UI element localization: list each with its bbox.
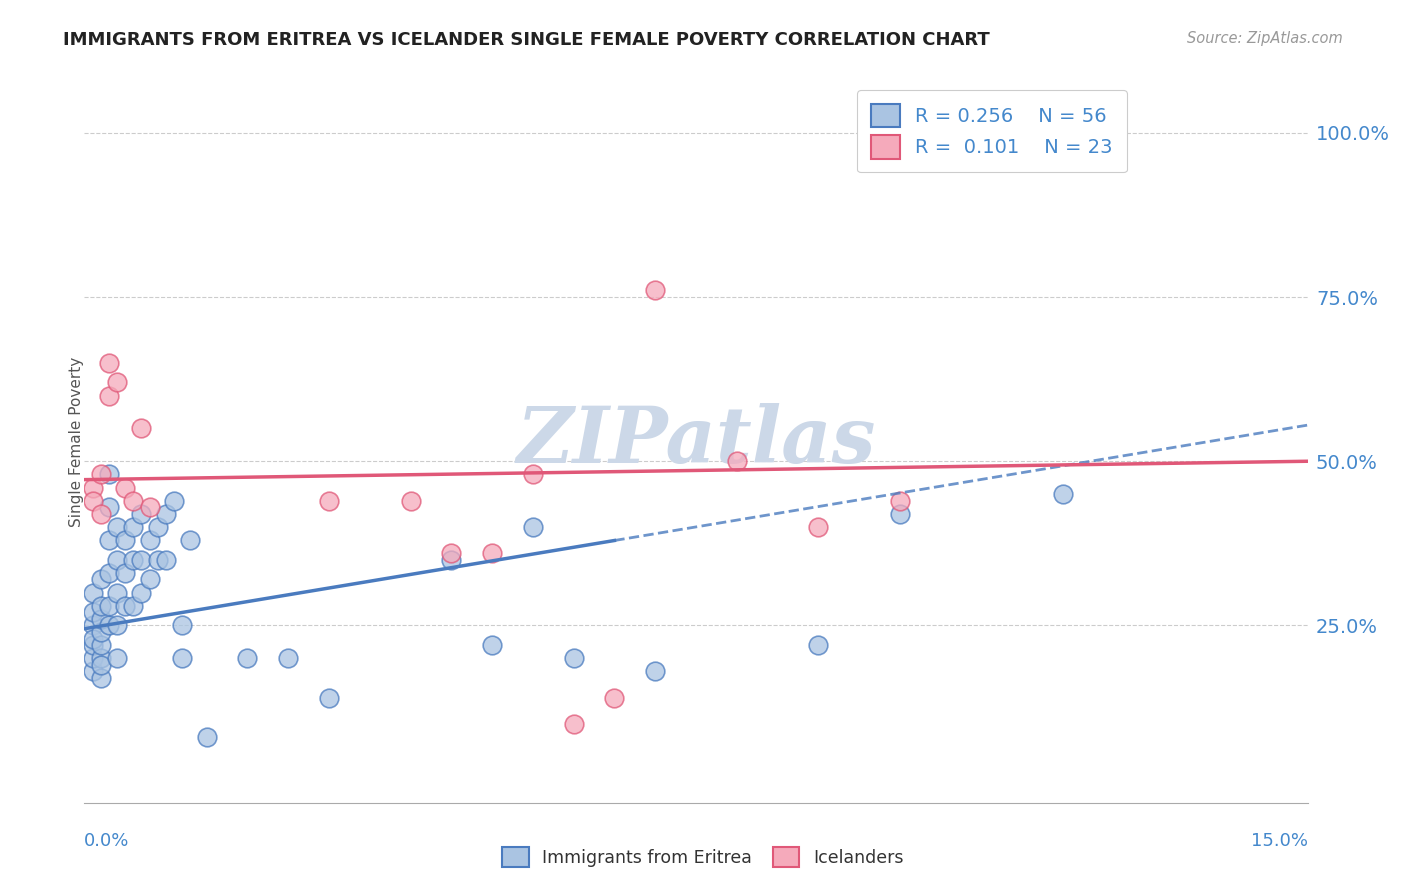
Point [807, 638, 830, 652]
Text: 0.0%: 0.0% [84, 832, 129, 850]
Point [644, 284, 666, 298]
Point [318, 493, 340, 508]
Point [562, 651, 585, 665]
Point [522, 467, 544, 482]
Text: IMMIGRANTS FROM ERITREA VS ICELANDER SINGLE FEMALE POVERTY CORRELATION CHART: IMMIGRANTS FROM ERITREA VS ICELANDER SIN… [63, 31, 990, 49]
Point [155, 553, 177, 567]
Point [90, 599, 112, 613]
Text: ZIPatlas: ZIPatlas [516, 403, 876, 480]
Point [138, 573, 160, 587]
Point [114, 533, 136, 547]
Point [105, 520, 128, 534]
Point [82, 481, 104, 495]
Point [807, 520, 830, 534]
Point [82, 632, 104, 646]
Point [172, 651, 194, 665]
Point [603, 690, 626, 705]
Point [97, 467, 120, 482]
Point [105, 618, 128, 632]
Point [114, 566, 136, 580]
Point [195, 730, 218, 744]
Point [82, 585, 104, 599]
Point [105, 553, 128, 567]
Text: Source: ZipAtlas.com: Source: ZipAtlas.com [1187, 31, 1343, 46]
Point [122, 493, 145, 508]
Point [725, 454, 748, 468]
Point [105, 376, 128, 390]
Point [90, 612, 112, 626]
Point [122, 520, 145, 534]
Point [522, 520, 544, 534]
Point [562, 717, 585, 731]
Point [97, 566, 120, 580]
Point [138, 533, 160, 547]
Y-axis label: Single Female Poverty: Single Female Poverty [69, 357, 83, 526]
Point [114, 481, 136, 495]
Point [122, 553, 145, 567]
Point [889, 507, 911, 521]
Point [122, 599, 145, 613]
Point [82, 665, 104, 679]
Point [105, 585, 128, 599]
Point [146, 520, 169, 534]
Point [105, 651, 128, 665]
Point [172, 618, 194, 632]
Point [90, 507, 112, 521]
Point [236, 651, 259, 665]
Point [90, 651, 112, 665]
Point [82, 493, 104, 508]
Point [318, 690, 340, 705]
Point [90, 671, 112, 685]
Point [131, 553, 153, 567]
Point [90, 625, 112, 640]
Point [97, 599, 120, 613]
Point [90, 573, 112, 587]
Legend: R = 0.256    N = 56, R =  0.101    N = 23: R = 0.256 N = 56, R = 0.101 N = 23 [858, 90, 1126, 172]
Point [97, 356, 120, 370]
Point [481, 546, 503, 560]
Point [277, 651, 299, 665]
Point [82, 638, 104, 652]
Point [146, 553, 169, 567]
Point [114, 599, 136, 613]
Point [481, 638, 503, 652]
Point [970, 139, 993, 153]
Point [1052, 487, 1074, 501]
Point [131, 507, 153, 521]
Legend: Immigrants from Eritrea, Icelanders: Immigrants from Eritrea, Icelanders [495, 840, 911, 874]
Point [97, 500, 120, 515]
Point [82, 605, 104, 619]
Point [97, 388, 120, 402]
Point [163, 493, 186, 508]
Point [131, 421, 153, 435]
Point [155, 507, 177, 521]
Point [440, 546, 463, 560]
Point [179, 533, 201, 547]
Point [644, 665, 666, 679]
Point [889, 493, 911, 508]
Text: 15.0%: 15.0% [1250, 832, 1308, 850]
Point [90, 638, 112, 652]
Point [440, 553, 463, 567]
Point [90, 657, 112, 672]
Point [82, 651, 104, 665]
Point [82, 618, 104, 632]
Point [90, 467, 112, 482]
Point [138, 500, 160, 515]
Point [97, 618, 120, 632]
Point [399, 493, 422, 508]
Point [131, 585, 153, 599]
Point [97, 533, 120, 547]
